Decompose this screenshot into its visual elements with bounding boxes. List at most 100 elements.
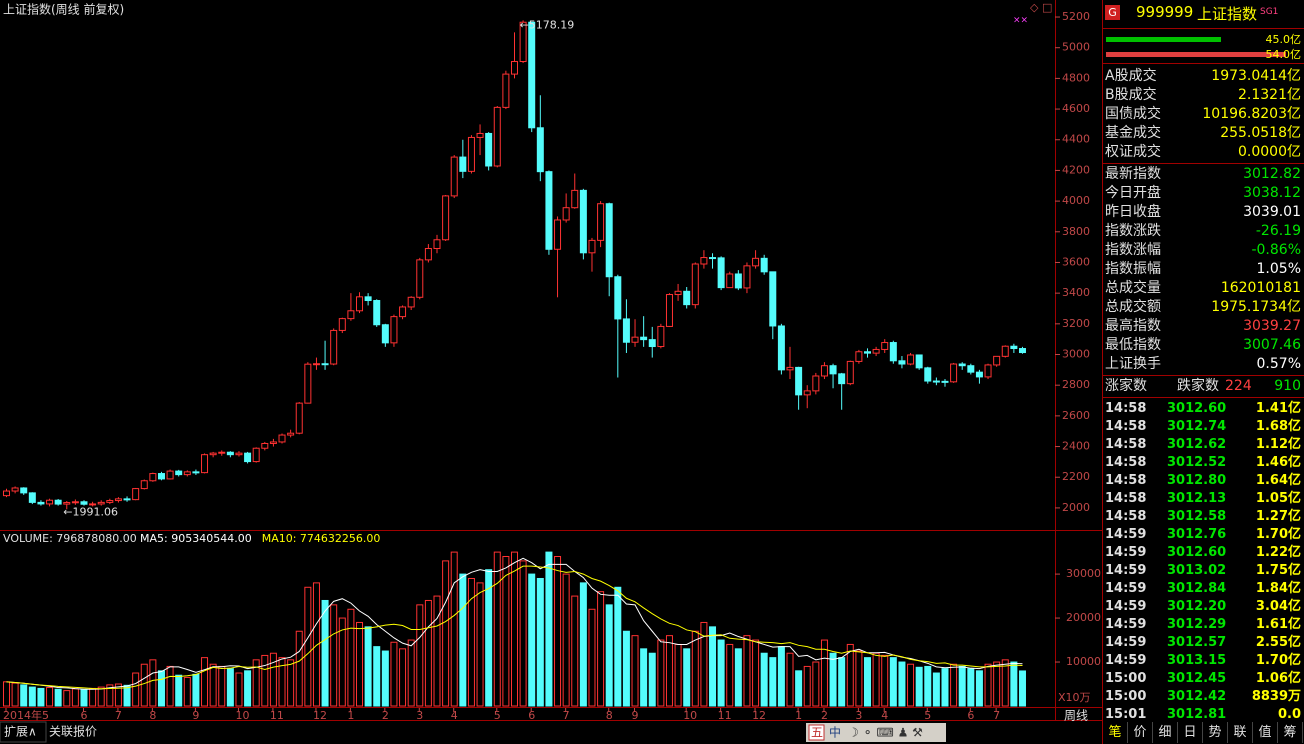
tick-price: 3012.74: [1167, 419, 1227, 434]
x-tick-label: 8: [606, 709, 613, 722]
candle-body: [786, 366, 794, 371]
stat-row: 总成交量 162010181: [1105, 279, 1301, 298]
tab[interactable]: 联: [1228, 722, 1253, 743]
x-tick-label: 8: [149, 709, 156, 722]
tick-row: 14:59 3012.76 1.70亿: [1105, 525, 1301, 544]
volume-bar: [3, 681, 10, 707]
volume-bar: [132, 672, 140, 707]
volume-bar: [1018, 670, 1026, 707]
x-tick-label: 2: [821, 709, 828, 722]
tab[interactable]: 日: [1178, 722, 1203, 743]
candle-body: [175, 470, 183, 476]
volume-bar: [364, 626, 372, 707]
candle-body: [123, 498, 131, 501]
tick-row: 15:00 3012.45 1.06亿: [1105, 669, 1301, 688]
volume-bar: [967, 668, 975, 707]
stat-row: 总成交额 1975.1734亿: [1105, 298, 1301, 317]
candle-body: [993, 355, 1001, 366]
volume-bar: [502, 556, 510, 707]
volume-bar: [407, 639, 415, 707]
volume-bar: [209, 663, 217, 707]
tab[interactable]: 价: [1128, 722, 1153, 743]
x-tick-label: 2: [382, 709, 389, 722]
y-tick-label: 2200: [1062, 470, 1090, 483]
candle-body: [54, 499, 62, 505]
sep: [1103, 63, 1304, 64]
candle-body: [838, 373, 846, 385]
advance: 224: [1225, 378, 1252, 394]
candle-body: [493, 106, 501, 167]
tick-price: 3012.60: [1167, 545, 1227, 560]
tab[interactable]: 势: [1203, 722, 1228, 743]
volume-bar: [183, 676, 191, 707]
candle-body: [752, 257, 760, 267]
volume-bar: [571, 595, 579, 707]
volume-bar: [777, 646, 785, 707]
code: 999999: [1136, 3, 1194, 21]
volume-bar: [614, 586, 622, 707]
sep: [1103, 397, 1304, 398]
tick-row: 14:58 3012.60 1.41亿: [1105, 399, 1301, 418]
advance-label: 涨家数: [1105, 378, 1147, 394]
candle-body: [226, 451, 234, 456]
volume-bar: [640, 648, 648, 707]
stat-value: -26.19: [1255, 223, 1301, 239]
volume-bar: [278, 657, 286, 707]
volume-bar: [691, 630, 699, 707]
x-tick-label: 6: [80, 709, 87, 722]
candle-body: [80, 501, 88, 505]
toolbar-text[interactable]: 五: [811, 726, 823, 740]
toolbar-text[interactable]: 中: [829, 725, 841, 740]
volume-bar: [846, 643, 854, 707]
buy-bar: [1106, 37, 1221, 42]
volume-bar: [683, 648, 691, 707]
tab[interactable]: 笔: [1103, 722, 1128, 743]
candle-body: [312, 363, 320, 366]
toolbar: [806, 723, 946, 742]
volume-bar: [562, 573, 570, 707]
status-tab[interactable]: [0, 721, 47, 743]
quote-panel: G 999999 上证指数 SG1 45.0亿 54.0亿 A股成交 1973.0414亿 B股…: [1103, 0, 1304, 743]
candle-body: [924, 367, 932, 382]
stat-label: 最高指数: [1105, 318, 1161, 334]
corner-icon: ◇ □: [1030, 1, 1052, 14]
volume-bar: [898, 661, 906, 707]
tick-price: 3012.84: [1167, 581, 1227, 596]
volume-bar: [769, 657, 777, 707]
tick-time: 14:58: [1105, 437, 1147, 452]
candle-body: [820, 365, 828, 377]
tick-time: 14:58: [1105, 509, 1147, 524]
candle-body: [571, 189, 579, 209]
candle-body: [700, 257, 708, 265]
tab[interactable]: 筹: [1278, 722, 1303, 743]
tab[interactable]: 细: [1153, 722, 1178, 743]
volume-bar: [812, 661, 820, 707]
x-tick-label: 1: [347, 709, 354, 722]
volume-bar: [864, 657, 871, 707]
y-tick-label: 2000: [1062, 501, 1090, 514]
candle-body: [442, 195, 450, 241]
candle-body: [536, 127, 544, 173]
candle-body: [545, 171, 553, 250]
candle-body: [648, 339, 656, 348]
tab[interactable]: 值: [1253, 722, 1278, 743]
candle-body: [579, 189, 587, 254]
tick-time: 14:59: [1105, 653, 1147, 668]
volume-bar: [149, 659, 157, 707]
stat-label: 上证换手: [1105, 356, 1161, 372]
stat-label: B股成交: [1105, 87, 1157, 103]
tick-amount: 1.41亿: [1255, 401, 1301, 416]
tick-row: 14:58 3012.80 1.64亿: [1105, 471, 1301, 490]
toolbar-button[interactable]: [808, 724, 825, 741]
tick-price: 3012.62: [1167, 437, 1227, 452]
status-text[interactable]: 扩展∧: [4, 725, 37, 739]
status-text[interactable]: 关联报价: [49, 724, 97, 739]
decline: 910: [1274, 378, 1301, 394]
candle-body: [709, 257, 717, 260]
candle-body: [330, 329, 338, 365]
stat-value: 3039.27: [1243, 318, 1301, 334]
tick-price: 3012.80: [1167, 473, 1227, 488]
tick-price: 3013.02: [1167, 563, 1227, 578]
volume-bar: [433, 595, 441, 707]
tick-row: 14:59 3012.84 1.84亿: [1105, 579, 1301, 598]
